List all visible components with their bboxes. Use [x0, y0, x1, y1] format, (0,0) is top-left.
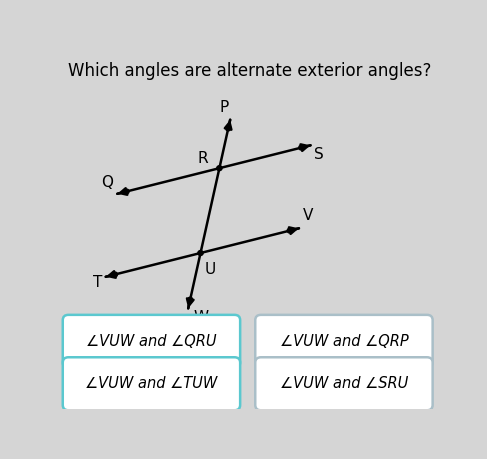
- FancyBboxPatch shape: [63, 315, 240, 368]
- Circle shape: [198, 251, 203, 256]
- Text: U: U: [205, 262, 216, 277]
- FancyBboxPatch shape: [255, 315, 432, 368]
- Text: S: S: [314, 147, 324, 162]
- Circle shape: [187, 297, 193, 302]
- Text: T: T: [93, 275, 102, 290]
- Text: ∠VUW and ∠QRU: ∠VUW and ∠QRU: [86, 334, 217, 349]
- Text: W: W: [194, 310, 209, 325]
- Text: ∠VUW and ∠TUW: ∠VUW and ∠TUW: [85, 376, 218, 391]
- Circle shape: [299, 145, 304, 150]
- Text: V: V: [303, 208, 313, 223]
- Text: Which angles are alternate exterior angles?: Which angles are alternate exterior angl…: [68, 62, 432, 80]
- Text: ∠VUW and ∠SRU: ∠VUW and ∠SRU: [280, 376, 408, 391]
- Circle shape: [217, 166, 222, 171]
- Circle shape: [124, 189, 129, 194]
- FancyBboxPatch shape: [63, 357, 240, 410]
- Text: ∠VUW and ∠QRP: ∠VUW and ∠QRP: [280, 334, 408, 349]
- Text: R: R: [197, 151, 208, 167]
- Text: P: P: [219, 101, 228, 116]
- Text: Q: Q: [102, 175, 113, 190]
- Circle shape: [287, 228, 293, 233]
- Circle shape: [112, 272, 117, 277]
- FancyBboxPatch shape: [255, 357, 432, 410]
- Circle shape: [225, 126, 231, 131]
